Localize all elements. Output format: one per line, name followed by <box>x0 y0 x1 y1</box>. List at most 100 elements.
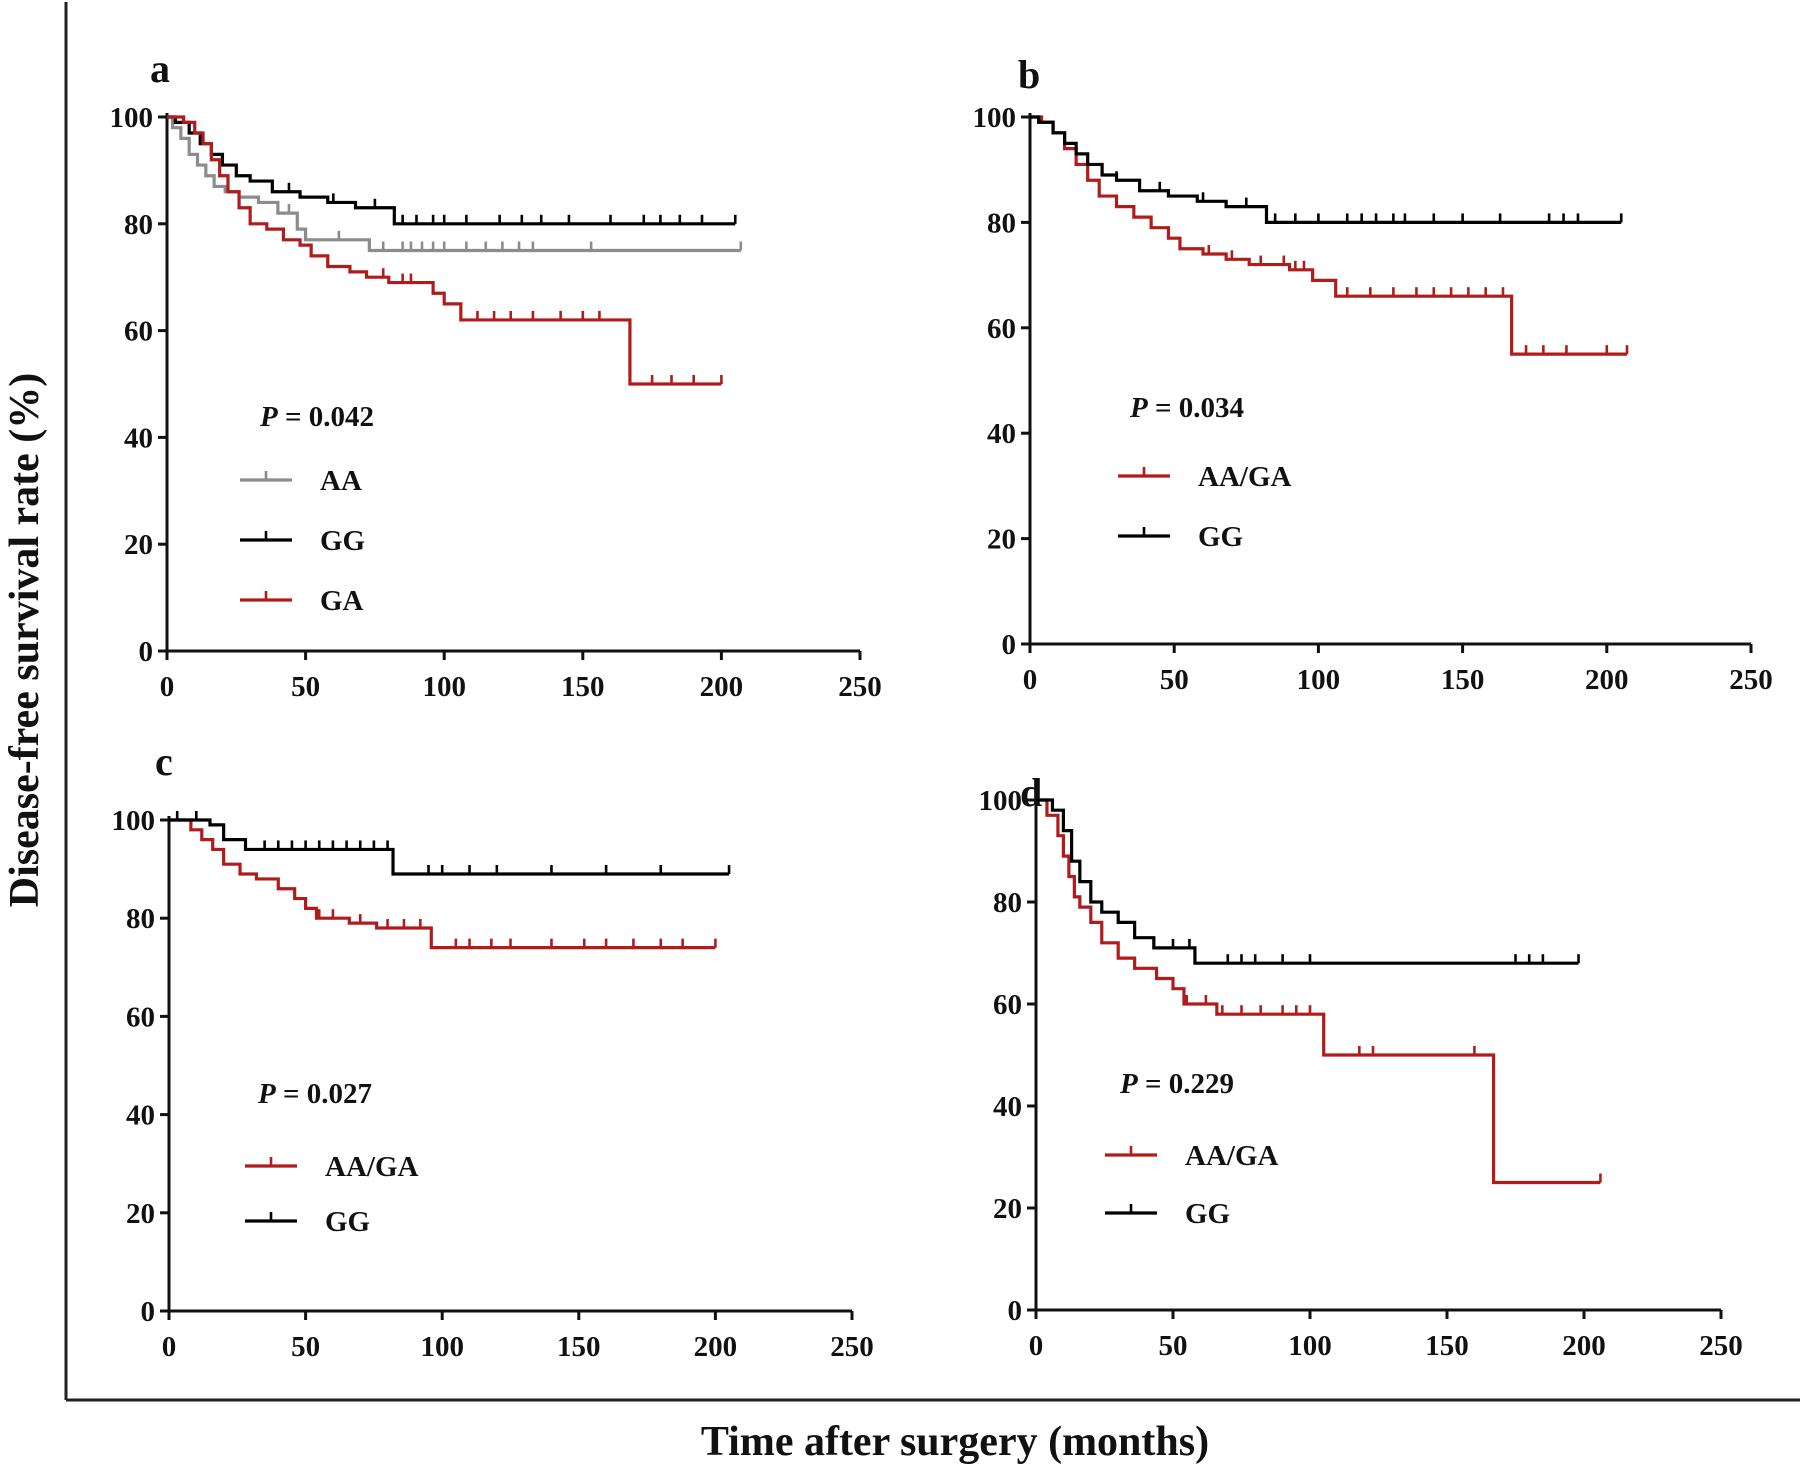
y-tick-label: 0 <box>139 636 154 668</box>
y-tick-label: 100 <box>979 785 1023 817</box>
x-tick-label: 150 <box>1441 664 1485 696</box>
km-curve <box>169 818 730 876</box>
legend-item: GG <box>245 1206 370 1238</box>
x-tick-label: 0 <box>1023 664 1038 696</box>
series-gg <box>1036 798 1580 965</box>
y-tick-label: 0 <box>1008 1295 1023 1327</box>
panel-letter: d <box>1020 770 1042 815</box>
panel-a: a 0 20 40 60 80 100 0 50 100 150 200 250 P = 0.042 AA G… <box>110 46 882 703</box>
legend-label: AA <box>320 465 362 497</box>
km-curve <box>167 115 736 226</box>
series-aaga <box>1036 798 1602 1185</box>
legend-label: AA/GA <box>1185 1140 1279 1172</box>
legend-label: AA/GA <box>1198 461 1292 493</box>
km-curve <box>169 818 716 950</box>
x-tick-label: 0 <box>160 671 175 703</box>
y-tick-label: 60 <box>993 989 1022 1021</box>
legend-label: GG <box>1198 521 1243 553</box>
y-tick-label: 40 <box>124 422 153 454</box>
p-value: = 0.042 <box>278 401 374 433</box>
panel-b: b 0 20 40 60 80 100 0 50 100 150 200 250 P = 0.034 AA/… <box>973 52 1773 696</box>
legend-item: AA/GA <box>1118 461 1292 493</box>
p-value-label: P = 0.042 <box>259 401 374 433</box>
km-curve <box>167 115 722 386</box>
y-tick-label: 40 <box>987 418 1016 450</box>
p-value-label: P = 0.229 <box>1119 1068 1234 1100</box>
series-aaga <box>1030 115 1629 356</box>
x-tick-label: 250 <box>830 1331 874 1363</box>
legend-item: GG <box>1105 1198 1230 1230</box>
y-tick-label: 60 <box>126 1001 155 1033</box>
x-tick-label: 150 <box>1425 1330 1469 1362</box>
x-tick-label: 200 <box>1585 664 1629 696</box>
series-aaga <box>169 818 717 950</box>
y-tick-label: 60 <box>987 313 1016 345</box>
x-tick-label: 0 <box>1029 1330 1044 1362</box>
legend-label: AA/GA <box>325 1151 419 1183</box>
legend-item: AA/GA <box>1105 1140 1279 1172</box>
y-tick-label: 20 <box>987 524 1016 556</box>
p-symbol: P <box>1129 392 1148 424</box>
p-value: = 0.034 <box>1148 392 1244 424</box>
legend-item: AA/GA <box>245 1151 419 1183</box>
y-tick-label: 0 <box>141 1296 156 1328</box>
x-tick-label: 250 <box>1729 664 1773 696</box>
y-axis-title: Disease-free survival rate (%) <box>2 373 48 908</box>
y-tick-label: 100 <box>112 805 156 837</box>
x-tick-label: 0 <box>162 1331 177 1363</box>
legend-item: AA <box>240 465 362 497</box>
legend-item: GG <box>240 525 365 557</box>
y-tick-label: 80 <box>993 887 1022 919</box>
panel-d: d 0 20 40 60 80 100 0 50 100 150 200 250 P = 0.229 AA/… <box>979 770 1743 1362</box>
km-curve <box>1030 115 1622 224</box>
y-tick-label: 40 <box>126 1100 155 1132</box>
y-tick-label: 80 <box>124 209 153 241</box>
x-tick-label: 150 <box>557 1331 601 1363</box>
y-tick-label: 40 <box>993 1091 1022 1123</box>
y-tick-label: 20 <box>126 1198 155 1230</box>
x-tick-label: 50 <box>291 1331 320 1363</box>
p-symbol: P <box>259 401 278 433</box>
x-tick-label: 100 <box>1297 664 1341 696</box>
panel-letter: c <box>155 739 173 784</box>
series-ga <box>167 115 723 386</box>
km-curve <box>1036 798 1601 1185</box>
p-value-label: P = 0.034 <box>1129 392 1244 424</box>
x-tick-label: 100 <box>1288 1330 1332 1362</box>
y-tick-label: 100 <box>973 102 1017 134</box>
y-tick-label: 0 <box>1002 629 1017 661</box>
series-gg <box>169 811 731 876</box>
x-tick-label: 200 <box>1562 1330 1606 1362</box>
km-curve <box>167 115 741 253</box>
legend-label: GA <box>320 585 364 617</box>
legend-label: GG <box>320 525 365 557</box>
series-gg <box>167 115 737 226</box>
km-curve <box>1036 798 1579 965</box>
x-tick-label: 250 <box>1699 1330 1743 1362</box>
x-tick-label: 150 <box>561 671 605 703</box>
panel-letter: a <box>150 46 170 91</box>
x-tick-label: 50 <box>291 671 320 703</box>
y-tick-label: 80 <box>126 903 155 935</box>
y-tick-label: 80 <box>987 207 1016 239</box>
legend-item: GG <box>1118 521 1243 553</box>
p-value-label: P = 0.027 <box>257 1078 372 1110</box>
legend-item: GA <box>240 585 364 617</box>
x-tick-label: 100 <box>422 671 466 703</box>
panel-letter: b <box>1018 52 1040 97</box>
legend-label: GG <box>1185 1198 1230 1230</box>
legend-label: GG <box>325 1206 370 1238</box>
x-tick-label: 200 <box>700 671 744 703</box>
y-tick-label: 100 <box>110 102 154 134</box>
p-value: = 0.027 <box>276 1078 372 1110</box>
x-axis-title: Time after surgery (months) <box>701 1419 1209 1465</box>
y-tick-label: 20 <box>993 1193 1022 1225</box>
y-tick-label: 60 <box>124 316 153 348</box>
series-gg <box>1030 115 1623 224</box>
x-tick-label: 100 <box>420 1331 464 1363</box>
x-tick-label: 200 <box>694 1331 738 1363</box>
km-curve <box>1030 115 1627 356</box>
x-tick-label: 50 <box>1160 664 1189 696</box>
